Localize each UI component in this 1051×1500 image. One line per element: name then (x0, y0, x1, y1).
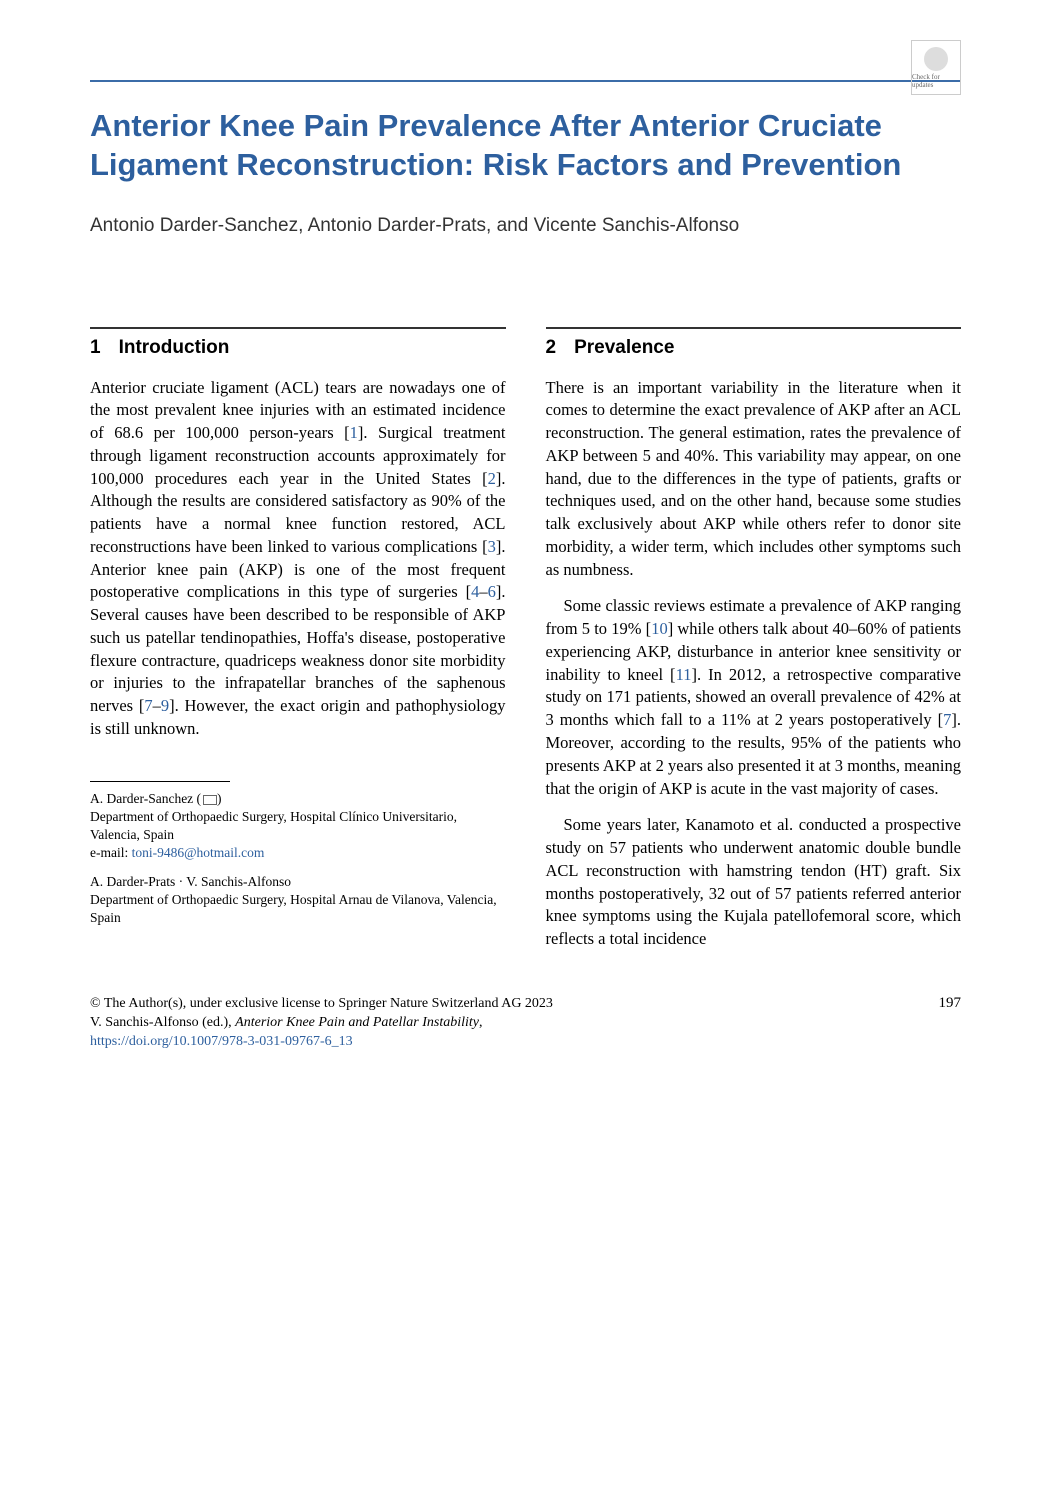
title-top-divider (90, 80, 961, 82)
section-2-number: 2 (546, 337, 557, 359)
footnote-divider (90, 781, 230, 782)
footnote-author-1: A. Darder-Sanchez () Department of Ortho… (90, 790, 506, 863)
copyright-block: © The Author(s), under exclusive license… (90, 995, 939, 1052)
check-updates-label: Check for updates (912, 73, 960, 89)
section-2-paragraph-3: Some years later, Kanamoto et al. conduc… (546, 814, 962, 951)
page-footer: © The Author(s), under exclusive license… (90, 995, 961, 1052)
section-1-title: Introduction (119, 337, 230, 359)
section-1-heading: 1 Introduction (90, 337, 506, 359)
citation-ref[interactable]: 11 (676, 665, 692, 684)
authors-line: Antonio Darder-Sanchez, Antonio Darder-P… (90, 215, 961, 237)
text-run: – (479, 582, 487, 601)
check-updates-badge[interactable]: Check for updates (911, 40, 961, 95)
footnote-author-2: A. Darder-Prats · V. Sanchis-Alfonso Dep… (90, 873, 506, 928)
citation-ref[interactable]: 9 (161, 696, 169, 715)
book-title: Anterior Knee Pain and Patellar Instabil… (235, 1015, 479, 1030)
chapter-title: Anterior Knee Pain Prevalence After Ante… (90, 107, 961, 185)
envelope-icon (203, 795, 217, 805)
author-names: A. Darder-Prats · V. Sanchis-Alfonso (90, 874, 291, 889)
check-updates-icon (924, 47, 948, 71)
email-label: e-mail: (90, 845, 132, 860)
left-column: 1 Introduction Anterior cruciate ligamen… (90, 327, 506, 965)
section-2-paragraph-2: Some classic reviews estimate a prevalen… (546, 595, 962, 800)
copyright-text: © The Author(s), under exclusive license… (90, 996, 553, 1011)
citation-ref[interactable]: 1 (350, 423, 358, 442)
page-number: 197 (939, 995, 962, 1052)
author-email-link[interactable]: toni-9486@hotmail.com (132, 845, 265, 860)
text-run: ) (217, 791, 222, 806)
author-affiliation: Department of Orthopaedic Surgery, Hospi… (90, 892, 497, 925)
editor-text: V. Sanchis-Alfonso (ed.), (90, 1015, 235, 1030)
citation-ref[interactable]: 6 (488, 582, 496, 601)
text-run: – (153, 696, 161, 715)
text-run: , (479, 1015, 483, 1030)
right-column: 2 Prevalence There is an important varia… (546, 327, 962, 965)
section-2-paragraph-1: There is an important variability in the… (546, 377, 962, 582)
corresponding-author-name: A. Darder-Sanchez ( (90, 791, 201, 806)
section-1-paragraph: Anterior cruciate ligament (ACL) tears a… (90, 377, 506, 741)
section-1-number: 1 (90, 337, 101, 359)
section-2-heading: 2 Prevalence (546, 337, 962, 359)
section-divider (546, 327, 962, 329)
section-divider (90, 327, 506, 329)
author-affiliation: Department of Orthopaedic Surgery, Hospi… (90, 809, 457, 842)
citation-ref[interactable]: 7 (144, 696, 152, 715)
doi-link[interactable]: https://doi.org/10.1007/978-3-031-09767-… (90, 1034, 353, 1049)
citation-ref[interactable]: 3 (488, 537, 496, 556)
citation-ref[interactable]: 2 (488, 469, 496, 488)
content-columns: 1 Introduction Anterior cruciate ligamen… (90, 327, 961, 965)
section-2-title: Prevalence (574, 337, 674, 359)
citation-ref[interactable]: 10 (651, 619, 668, 638)
